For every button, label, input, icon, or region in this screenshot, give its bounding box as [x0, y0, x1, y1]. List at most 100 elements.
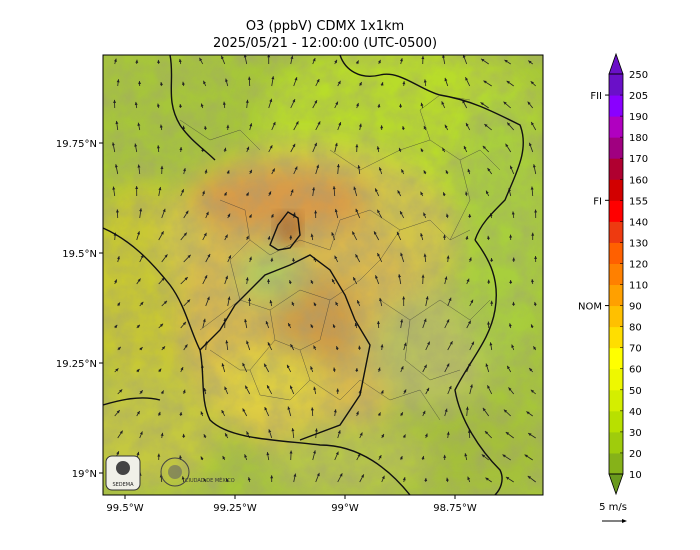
wind-arrow — [200, 456, 204, 461]
x-tick-label: 99.25°W — [213, 503, 257, 514]
colorbar-tick-label: 180 — [629, 133, 648, 144]
wind-arrow — [422, 318, 427, 329]
wind-arrow — [334, 451, 339, 461]
wind-arrow — [310, 324, 314, 329]
wind-arrow — [134, 143, 138, 153]
wind-arrow — [136, 410, 141, 417]
wind-arrow — [315, 78, 320, 87]
wind-arrow — [313, 302, 317, 307]
wind-arrow — [425, 341, 431, 351]
colorbar-extend-high — [608, 52, 624, 75]
wind-arrow — [180, 366, 184, 373]
wind-arrow — [139, 301, 144, 307]
wind-arrow — [402, 126, 405, 131]
wind-arrow — [359, 474, 365, 483]
wind-arrow — [465, 406, 469, 417]
wind-arrow — [424, 433, 428, 439]
wind-arrow — [332, 186, 336, 197]
wind-arrow — [487, 279, 491, 285]
wind-arrow — [335, 301, 339, 307]
wind-arrow — [310, 407, 314, 417]
colorbar-segment — [609, 116, 623, 138]
wind-arrow — [179, 411, 183, 417]
wind-arrow — [444, 408, 448, 417]
wind-arrow — [116, 79, 120, 87]
wind-arrow — [180, 321, 187, 329]
wind-arrow — [245, 277, 249, 285]
wind-arrow — [402, 434, 406, 439]
wind-arrow — [312, 187, 316, 197]
wind-arrow — [356, 299, 361, 307]
colorbar-segment — [609, 284, 623, 307]
wind-arrow — [481, 454, 489, 461]
wind-arrow — [139, 346, 143, 351]
wind-arrow — [221, 55, 226, 65]
wind-arrow — [465, 122, 471, 131]
wind-arrow — [293, 121, 299, 131]
map-frame — [102, 54, 544, 496]
wind-arrow — [183, 299, 191, 307]
wind-arrow — [444, 77, 449, 87]
wind-arrow — [530, 80, 537, 87]
x-tick-label: 98.75°W — [433, 503, 477, 514]
wind-arrow — [377, 367, 381, 373]
wind-arrow — [312, 142, 318, 153]
wind-arrow — [293, 77, 298, 87]
wind-arrow — [334, 255, 339, 263]
wind-arrow — [205, 211, 209, 219]
wind-vectors — [111, 55, 538, 483]
wind-arrow — [400, 366, 404, 373]
wind-arrow — [444, 319, 450, 329]
wind-arrow — [530, 121, 537, 131]
wind-arrow — [247, 477, 251, 483]
wind-arrow — [178, 58, 182, 65]
colorbar-segment — [609, 410, 623, 433]
wind-arrow — [268, 429, 273, 439]
wind-arrow — [160, 81, 164, 87]
wind-arrow — [158, 368, 162, 373]
wind-arrow — [222, 101, 226, 109]
colorbar-tick-label: 110 — [629, 281, 648, 292]
wind-arrow — [224, 432, 229, 439]
wind-arrow — [159, 124, 163, 131]
wind-arrow — [293, 473, 297, 483]
wind-arrow — [180, 276, 189, 285]
wind-arrow — [200, 411, 204, 417]
wind-arrow — [466, 278, 470, 285]
wind-arrow — [469, 299, 474, 307]
colorbar-tick-label: 60 — [629, 365, 642, 376]
wind-arrow — [245, 192, 250, 197]
wind-key-label: 5 m/s — [599, 502, 627, 513]
wind-arrow — [465, 77, 471, 87]
wind-arrow — [420, 232, 424, 241]
wind-arrow — [205, 253, 211, 263]
wind-arrow — [117, 302, 121, 307]
threshold-label: FI — [593, 196, 602, 207]
wind-arrow — [377, 412, 381, 417]
wind-arrow — [505, 476, 514, 483]
wind-arrow — [117, 255, 120, 263]
wind-arrow — [160, 165, 164, 175]
wind-arrow — [244, 318, 248, 329]
wind-arrow — [290, 143, 296, 153]
colorbar-tick-label: 40 — [629, 407, 642, 418]
wind-arrow — [310, 366, 314, 373]
y-tick-label: 19.75°N — [56, 139, 97, 150]
wind-arrow — [403, 342, 407, 351]
wind-arrow — [292, 257, 296, 263]
wind-arrow — [442, 192, 446, 197]
wind-arrow — [527, 101, 534, 109]
wind-arrow — [464, 453, 468, 461]
colorbar-segment — [609, 326, 623, 349]
wind-arrow — [509, 165, 515, 175]
wind-arrow — [114, 368, 119, 373]
wind-arrow — [289, 450, 293, 461]
wind-arrow — [158, 323, 164, 329]
wind-arrow — [397, 190, 402, 197]
wind-arrow — [244, 454, 248, 461]
wind-arrow — [485, 477, 492, 483]
wind-arrow — [446, 431, 450, 439]
wind-arrow — [290, 98, 296, 109]
wind-arrow — [356, 102, 359, 109]
